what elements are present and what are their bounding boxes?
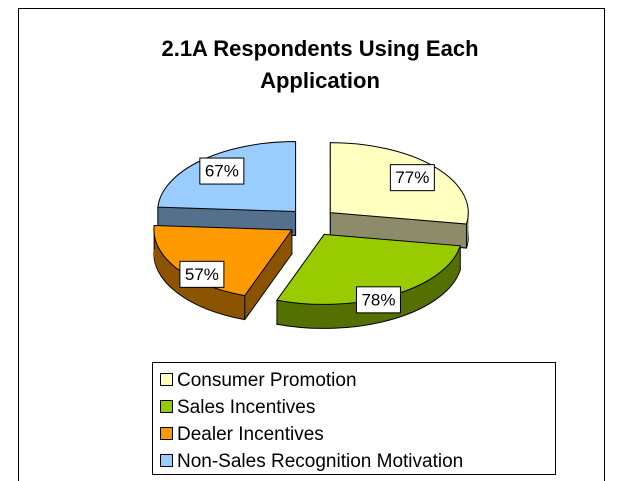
legend-items: Consumer Promotion Sales Incentives Dealer…: [160, 370, 463, 472]
legend-swatch: [160, 427, 173, 440]
legend: [152, 362, 556, 475]
legend-swatch: [160, 373, 173, 386]
chart-title: 2.1A Respondents Using Each: [161, 36, 478, 61]
data-label-box: [355, 286, 401, 314]
data-label: 77%: [395, 168, 429, 187]
legend-label: Non-Sales Recognition Motivation: [177, 451, 463, 472]
data-label: 57%: [185, 265, 219, 284]
legend-label: Sales Incentives: [177, 397, 315, 418]
chart-title: Application: [260, 68, 380, 93]
slice: [153, 225, 293, 297]
data-label: 67%: [205, 162, 239, 181]
data-label-box: [389, 164, 435, 192]
data-label: 78%: [361, 290, 395, 309]
pie: 77% 78% 57% 67%: [153, 141, 469, 329]
legend-label: Dealer Incentives: [177, 424, 324, 445]
data-label-box: [199, 157, 245, 185]
legend-label: Consumer Promotion: [177, 370, 357, 391]
legend-swatch: [160, 400, 173, 413]
legend-swatch: [160, 454, 173, 467]
data-label-box: [179, 260, 225, 288]
